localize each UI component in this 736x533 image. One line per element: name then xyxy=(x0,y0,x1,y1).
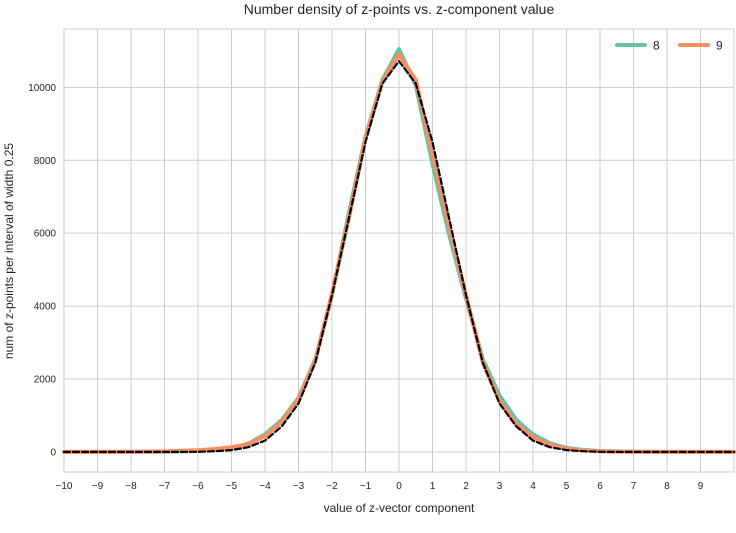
x-tick-label: 3 xyxy=(497,481,503,492)
x-tick-label: 2 xyxy=(463,481,469,492)
plot-frame xyxy=(63,28,735,473)
x-tick-label: −5 xyxy=(226,481,238,492)
x-tick-label: 5 xyxy=(564,481,570,492)
reference-dashed-line xyxy=(62,59,736,453)
y-tick-label: 2000 xyxy=(34,375,57,386)
x-tick-label: −10 xyxy=(56,481,73,492)
y-tick-label: 8000 xyxy=(34,156,57,167)
x-tick-label: 8 xyxy=(664,481,670,492)
x-tick-label: −6 xyxy=(192,481,204,492)
x-tick-label: −9 xyxy=(92,481,104,492)
y-tick-label: 0 xyxy=(50,447,56,458)
x-tick-label: 9 xyxy=(698,481,704,492)
x-tick-label: 7 xyxy=(631,481,637,492)
x-tick-label: −3 xyxy=(293,481,305,492)
x-tick-label: 6 xyxy=(597,481,603,492)
series-lines xyxy=(62,47,736,454)
grid xyxy=(63,29,734,472)
x-axis-title: value of z-vector component xyxy=(324,501,475,515)
x-tick-label: −8 xyxy=(125,481,137,492)
x-tick-label: −2 xyxy=(326,481,338,492)
legend-label-9: 9 xyxy=(716,39,723,53)
legend-label-8: 8 xyxy=(653,39,660,53)
x-tick-label: −4 xyxy=(259,481,271,492)
x-tick-label: 0 xyxy=(396,481,402,492)
y-axis-title: num of z-points per interval of width 0.… xyxy=(2,143,16,359)
x-tick-label: 1 xyxy=(430,481,436,492)
x-tick-label: 4 xyxy=(530,481,536,492)
tick-labels: −10 −9 −8 −7 −6 −5 −4 −3 −2 −1 0 1 2 3 4 5 6 7 8 9020004000… xyxy=(28,83,704,492)
chart-title: Number density of z-points vs. z-compone… xyxy=(244,1,555,17)
x-tick-label: −7 xyxy=(159,481,171,492)
x-tick-label: −1 xyxy=(360,481,372,492)
y-tick-label: 10000 xyxy=(28,83,56,94)
y-tick-label: 4000 xyxy=(34,302,57,313)
y-tick-label: 6000 xyxy=(34,229,57,240)
